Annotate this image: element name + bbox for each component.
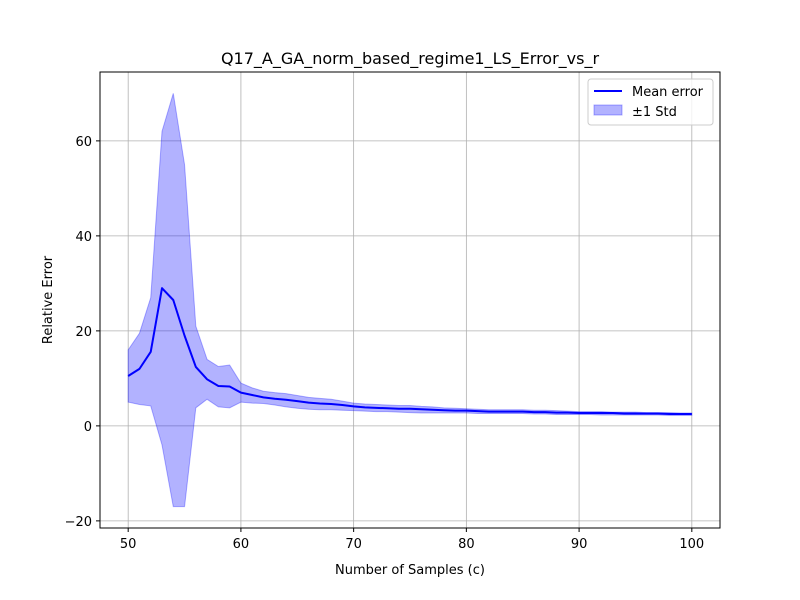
plot-frame — [99, 71, 721, 529]
x-tick-label: 80 — [458, 537, 475, 552]
legend-std-label: ±1 Std — [632, 105, 677, 120]
legend-std-swatch — [593, 104, 623, 116]
x-axis-label: Number of Samples (c) — [335, 563, 485, 578]
y-tick-label: 60 — [75, 135, 92, 150]
mean-error-line — [127, 287, 692, 415]
y-axis-label: Relative Error — [41, 255, 56, 344]
y-tick-label: 40 — [75, 230, 92, 245]
std-band — [127, 93, 693, 508]
x-tick-label: 60 — [233, 537, 250, 552]
chart-title: Q17_A_GA_norm_based_regime1_LS_Error_vs_… — [221, 49, 600, 69]
std-band-layer — [127, 93, 693, 508]
y-tick-label: 20 — [75, 325, 92, 340]
y-tick-label: −20 — [65, 515, 92, 530]
legend-mean-label: Mean error — [632, 85, 704, 100]
x-tick-label: 70 — [345, 537, 362, 552]
grid-layer — [100, 72, 720, 528]
x-tick-label: 100 — [679, 537, 704, 552]
tick-layer: 50 60 70 80 90 100 −20 0 20 40 60 — [65, 135, 705, 552]
mean-line-layer — [127, 287, 692, 415]
x-tick-label: 90 — [571, 537, 588, 552]
y-tick-label: 0 — [84, 420, 92, 435]
x-tick-label: 50 — [120, 537, 137, 552]
legend: Mean error ±1 Std — [587, 78, 714, 126]
